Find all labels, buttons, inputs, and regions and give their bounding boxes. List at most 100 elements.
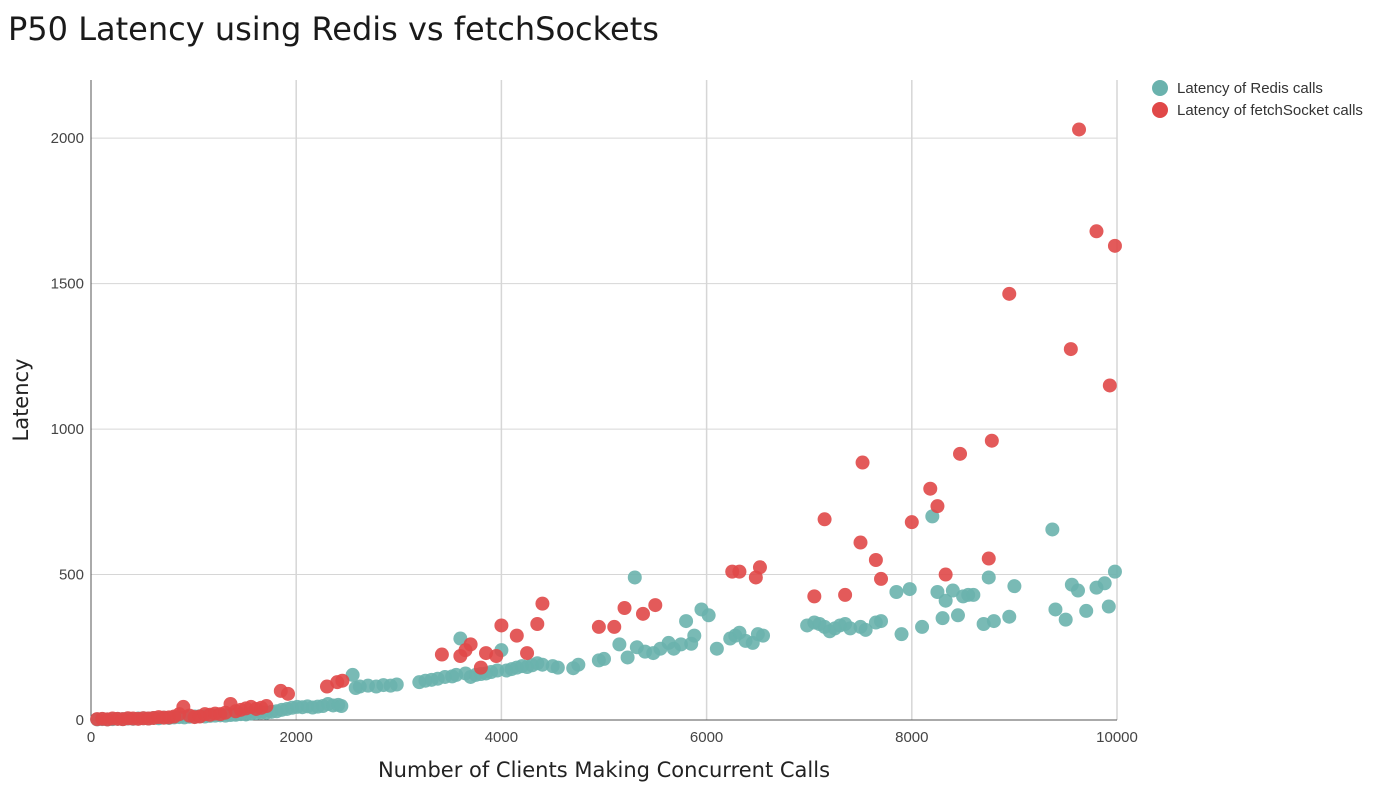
- data-point: [612, 637, 627, 652]
- data-point: [915, 619, 930, 634]
- data-point: [1002, 609, 1017, 624]
- y-tick-label: 1500: [51, 276, 84, 293]
- data-point: [627, 570, 642, 585]
- data-point: [855, 455, 870, 470]
- data-point: [930, 585, 945, 599]
- data-point: [1007, 579, 1022, 594]
- y-tick-label: 2000: [51, 130, 84, 147]
- data-point: [571, 657, 586, 672]
- data-point: [938, 567, 953, 582]
- data-point: [817, 512, 832, 527]
- x-tick-label: 8000: [895, 729, 928, 746]
- data-point: [530, 617, 545, 631]
- data-point: [597, 651, 611, 666]
- data-point: [953, 446, 968, 461]
- data-point: [259, 699, 274, 714]
- data-point: [894, 627, 909, 642]
- data-point: [1002, 286, 1017, 301]
- data-point: [843, 621, 858, 636]
- data-point: [1071, 583, 1086, 598]
- data-point: [1097, 576, 1112, 591]
- data-point: [874, 571, 889, 586]
- data-point: [389, 677, 404, 692]
- data-point: [752, 560, 767, 575]
- data-point: [966, 587, 981, 602]
- data-point: [1063, 342, 1078, 357]
- data-point: [494, 618, 509, 633]
- x-tick-label: 0: [87, 729, 95, 746]
- x-tick-label: 10000: [1096, 729, 1138, 746]
- chart-title: P50 Latency using Redis vs fetchSockets: [8, 10, 659, 48]
- data-point: [687, 628, 702, 643]
- data-point: [1089, 224, 1104, 239]
- data-point: [1079, 603, 1094, 618]
- x-axis-label: Number of Clients Making Concurrent Call…: [378, 758, 830, 782]
- tick-labels: 0 2000 4000 6000 8000 10000 0 500 1000 1500 2000: [51, 130, 1138, 746]
- data-point: [889, 585, 904, 599]
- data-point: [345, 667, 360, 682]
- data-point: [453, 631, 468, 646]
- series-2: [90, 122, 1122, 727]
- legend-marker: [1152, 80, 1168, 96]
- data-point: [853, 535, 868, 550]
- data-point: [280, 686, 295, 701]
- data-point: [981, 570, 996, 585]
- data-point: [732, 564, 747, 579]
- data-point: [709, 641, 724, 656]
- data-point: [334, 699, 349, 714]
- y-axis-label: Latency: [9, 358, 33, 441]
- data-point: [620, 650, 635, 665]
- data-point: [673, 637, 688, 652]
- x-tick-label: 2000: [280, 729, 313, 746]
- data-point: [509, 628, 524, 643]
- data-point: [874, 614, 889, 629]
- data-point: [984, 433, 999, 448]
- data-point: [935, 611, 950, 626]
- data-point: [607, 619, 622, 634]
- data-point: [1102, 378, 1117, 393]
- legend-marker: [1152, 102, 1168, 118]
- y-tick-label: 500: [59, 567, 84, 584]
- data-point: [858, 622, 873, 637]
- x-tick-label: 6000: [690, 729, 723, 746]
- data-point: [473, 660, 488, 675]
- data-point: [591, 619, 606, 634]
- data-point: [1107, 238, 1122, 253]
- data-point: [463, 637, 478, 652]
- data-point: [1072, 122, 1087, 137]
- data-point: [535, 596, 550, 611]
- series-1: [90, 509, 1122, 727]
- data-point: [489, 649, 504, 663]
- data-point: [981, 551, 996, 566]
- data-point: [520, 646, 535, 661]
- data-point: [701, 608, 716, 623]
- data-point: [535, 657, 550, 672]
- grid-lines: [91, 80, 1118, 720]
- data-point: [335, 673, 350, 688]
- data-point: [868, 553, 883, 567]
- data-point: [434, 647, 449, 662]
- data-point: [950, 608, 965, 623]
- data-point: [635, 606, 650, 621]
- data-point: [1048, 602, 1063, 617]
- data-point: [550, 660, 565, 675]
- data-point: [648, 598, 663, 613]
- data-point: [807, 589, 822, 604]
- data-point: [938, 593, 953, 608]
- data-point: [923, 481, 938, 496]
- data-point: [1107, 564, 1122, 579]
- y-tick-label: 0: [76, 712, 84, 729]
- axes: [90, 80, 1117, 721]
- data-point: [756, 628, 771, 643]
- data-point: [1101, 599, 1116, 614]
- data-point: [986, 614, 1001, 629]
- x-tick-label: 4000: [485, 729, 518, 746]
- legend-label: Latency of fetchSocket calls: [1177, 102, 1363, 119]
- y-tick-label: 1000: [51, 421, 84, 438]
- data-point: [902, 582, 917, 597]
- data-point: [617, 601, 632, 615]
- data-point: [904, 515, 919, 530]
- data-point: [838, 587, 853, 602]
- data-point: [1045, 522, 1060, 537]
